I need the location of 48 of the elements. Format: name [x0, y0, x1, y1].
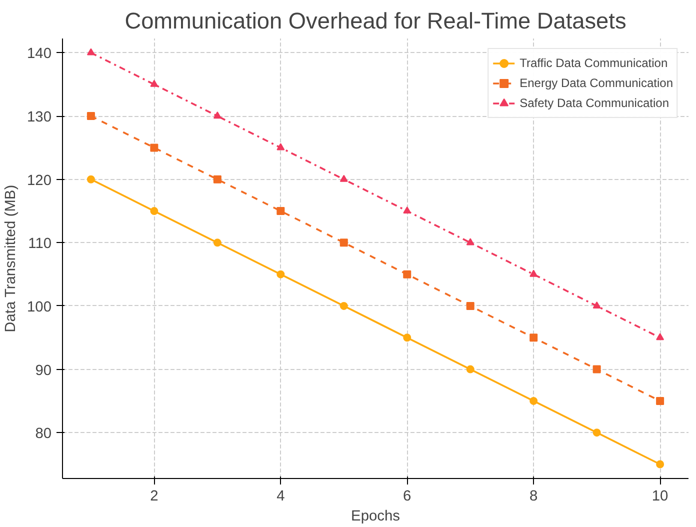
- point: [403, 334, 412, 342]
- legend-label: Energy Data Communication: [520, 76, 673, 90]
- x-tick-label: 10: [652, 488, 668, 504]
- point: [592, 428, 601, 437]
- legend-label: Traffic Data Communication: [520, 56, 668, 70]
- chart-title: Communication Overhead for Real-Time Datasets: [124, 8, 626, 34]
- x-tick-label: 8: [530, 488, 538, 504]
- x-tick-label: 2: [150, 488, 158, 504]
- point: [656, 333, 664, 340]
- y-tick-label: 130: [27, 110, 52, 126]
- point: [656, 396, 664, 405]
- point: [466, 302, 474, 310]
- legend-label: Safety Data Communication: [520, 96, 669, 110]
- point: [403, 206, 412, 214]
- point: [213, 238, 222, 247]
- x-axis-title: Epochs: [351, 508, 400, 524]
- point: [592, 365, 601, 374]
- y-tick-label: 80: [35, 426, 52, 442]
- point: [150, 207, 158, 216]
- y-tick-label: 120: [27, 172, 52, 189]
- point: [86, 175, 95, 184]
- point: [213, 112, 222, 119]
- point: [340, 302, 348, 310]
- point: [213, 175, 222, 184]
- point: [86, 112, 95, 120]
- point: [466, 365, 474, 374]
- point: [150, 144, 158, 152]
- y-tick-label: 140: [27, 46, 52, 62]
- point: [530, 270, 538, 277]
- point: [340, 174, 348, 182]
- point: [530, 334, 538, 342]
- point: [276, 270, 285, 278]
- y-tick-label: 100: [27, 299, 52, 316]
- point: [466, 238, 474, 246]
- point: [656, 460, 664, 468]
- y-tick-label: 90: [35, 362, 52, 379]
- x-tick-label: 4: [276, 488, 285, 504]
- point: [340, 238, 348, 247]
- point: [276, 143, 285, 150]
- y-tick-label: 110: [28, 236, 52, 252]
- point: [276, 207, 285, 216]
- point: [86, 48, 95, 56]
- point: [530, 396, 538, 405]
- y-axis-title: Data Transmitted (MB): [3, 184, 20, 332]
- point: [403, 270, 412, 278]
- point: [592, 301, 601, 309]
- x-tick-label: 6: [403, 488, 412, 504]
- point: [150, 80, 158, 87]
